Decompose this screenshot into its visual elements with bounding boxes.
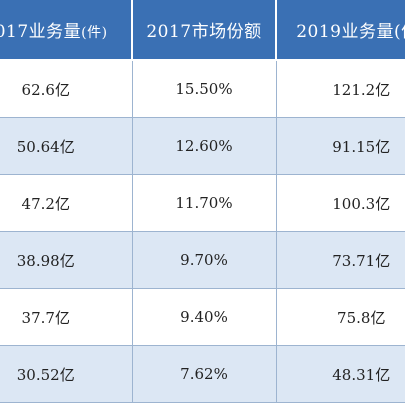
table-row: 50.64亿 12.60% 91.15亿 [0, 117, 405, 175]
header-2017-volume: 2017业务量(件) [0, 0, 133, 61]
cell-2017-share: 11.70% [132, 174, 277, 232]
cell-2017-share: 9.40% [132, 288, 277, 346]
cell-2017-volume: 38.98亿 [0, 231, 133, 289]
header-2017-share: 2017市场份额 [132, 0, 277, 61]
cell-2019-volume: 91.15亿 [276, 117, 405, 175]
cell-2019-volume: 48.31亿 [276, 345, 405, 403]
table-row: 37.7亿 9.40% 75.8亿 [0, 288, 405, 346]
table-header-row: 2017业务量(件) 2017市场份额 2019业务量(件) [0, 0, 405, 61]
cell-2017-volume: 50.64亿 [0, 117, 133, 175]
cell-2019-volume: 73.71亿 [276, 231, 405, 289]
cell-2017-share: 7.62% [132, 345, 277, 403]
cell-2017-volume: 37.7亿 [0, 288, 133, 346]
table-row: 38.98亿 9.70% 73.71亿 [0, 231, 405, 289]
header-2017-volume-main: 2017业务量 [0, 22, 82, 42]
cell-2019-volume: 100.3亿 [276, 174, 405, 232]
cell-2017-volume: 30.52亿 [0, 345, 133, 403]
header-2017-volume-unit: (件) [81, 25, 108, 41]
header-2019-volume: 2019业务量(件) [276, 0, 405, 61]
cell-2019-volume: 121.2亿 [276, 60, 405, 118]
cell-2017-share: 15.50% [132, 60, 277, 118]
table-row: 30.52亿 7.62% 48.31亿 [0, 345, 405, 403]
cell-2017-share: 9.70% [132, 231, 277, 289]
cell-2017-volume: 47.2亿 [0, 174, 133, 232]
cell-2017-volume: 62.6亿 [0, 60, 133, 118]
table-row: 62.6亿 15.50% 121.2亿 [0, 60, 405, 118]
cell-2017-share: 12.60% [132, 117, 277, 175]
table-row: 47.2亿 11.70% 100.3亿 [0, 174, 405, 232]
cell-2019-volume: 75.8亿 [276, 288, 405, 346]
